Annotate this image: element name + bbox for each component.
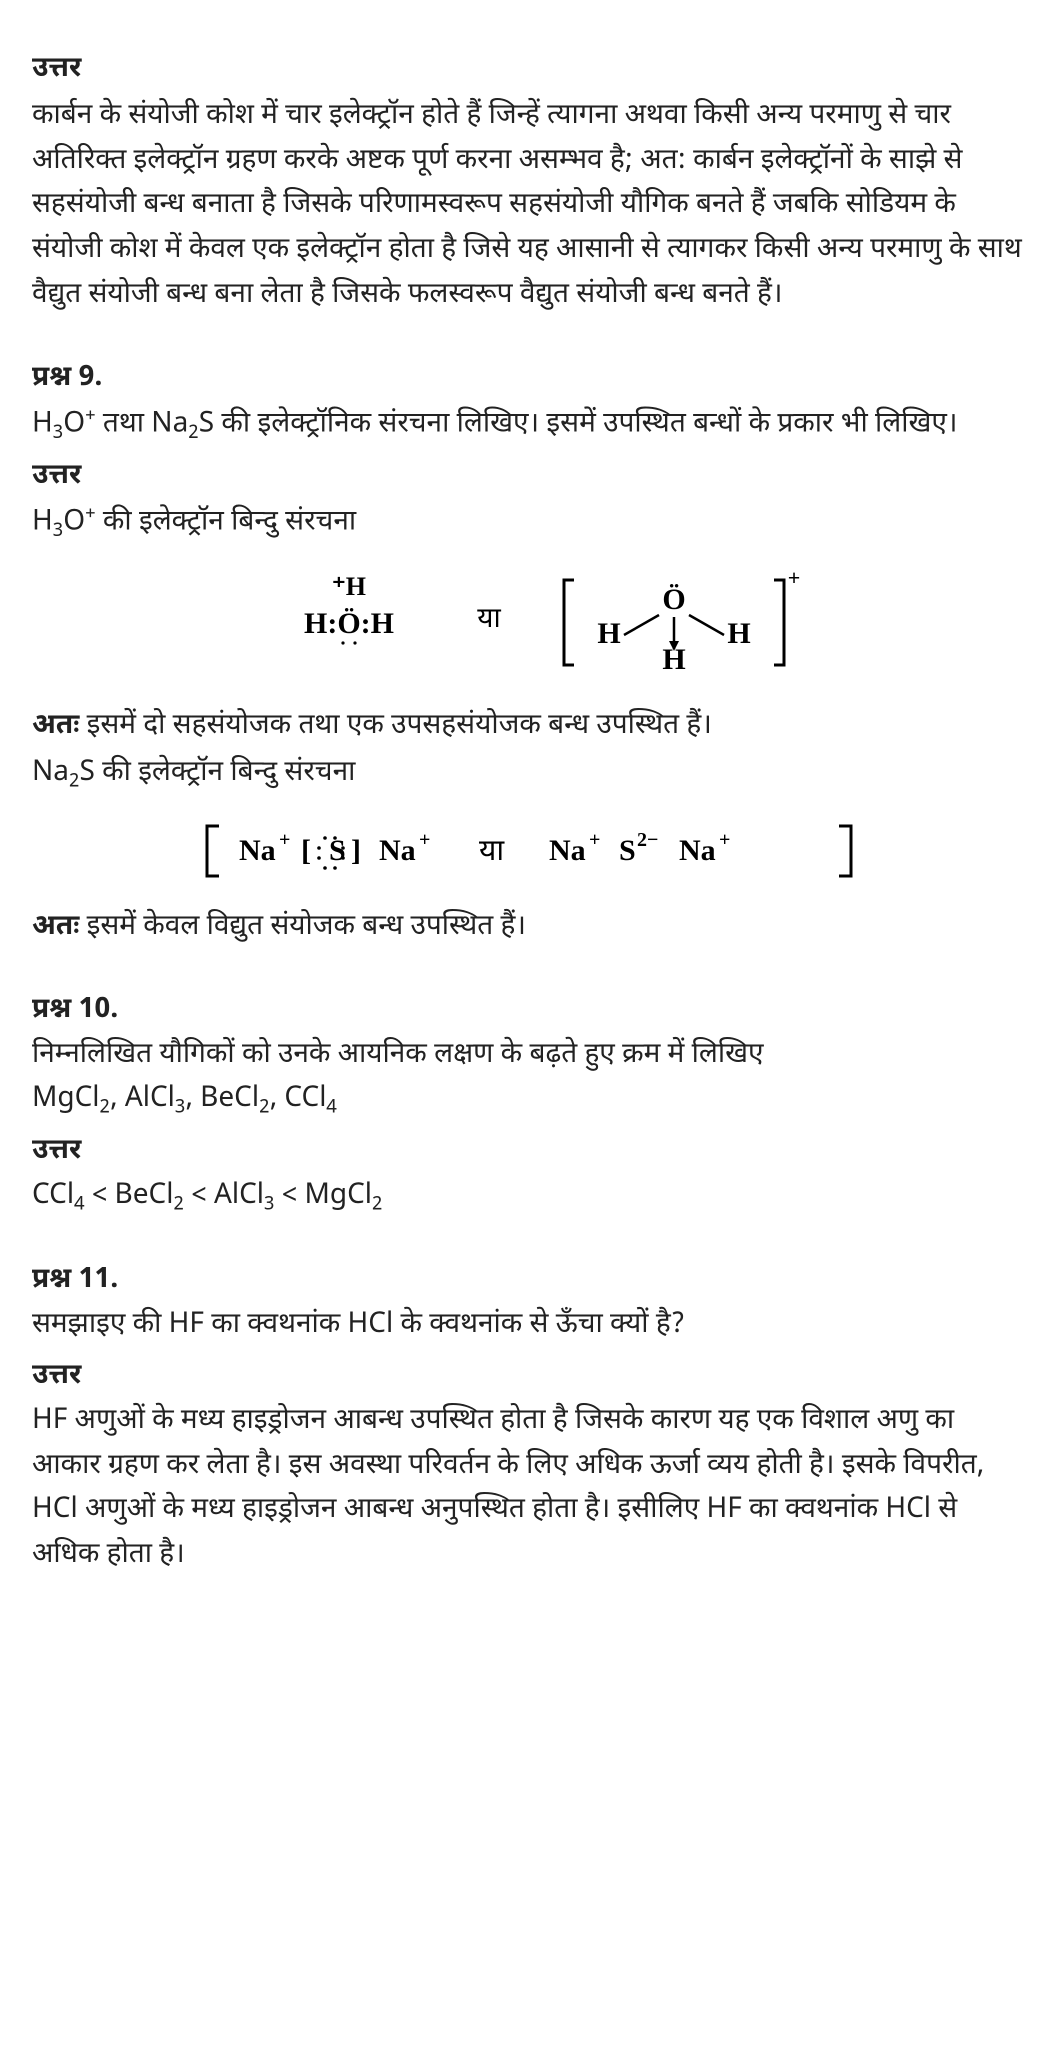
svg-text:+: + [719, 829, 730, 851]
txt: Na [32, 756, 69, 792]
txt: S की इलेक्ट्रॉनिक संरचना लिखिए। इसमें उप… [199, 407, 958, 443]
conclusion-line: अतः इसमें केवल विद्युत संयोजक बन्ध उपस्थ… [32, 906, 1025, 951]
subscript: 2 [100, 1096, 111, 1121]
svg-text:Na: Na [549, 834, 586, 867]
answer-order: CCl4 < BeCl2 < AlCl3 < MgCl2 [32, 1175, 1025, 1221]
subscript: 3 [53, 421, 64, 446]
txt: CCl [32, 1179, 74, 1215]
txt: , BeCl [185, 1082, 259, 1118]
formula-na2s: Na+ [ S ] Na+ या Na+ S2− Na+ [32, 816, 1025, 886]
svg-text:]: ] [351, 834, 361, 867]
answer-heading: उत्तर [32, 1355, 1025, 1400]
svg-text:H: H [597, 617, 620, 650]
svg-text:+: + [279, 829, 290, 851]
svg-text:+: + [419, 829, 430, 851]
svg-text:S: S [329, 834, 346, 867]
compound-list: MgCl2, AlCl3, BeCl2, CCl4 [32, 1078, 1025, 1124]
txt: तथा Na [96, 407, 189, 443]
txt: < AlCl [184, 1179, 264, 1215]
txt: S की इलेक्ट्रॉन बिन्दु संरचना [80, 756, 356, 792]
subscript: 2 [259, 1096, 270, 1121]
txt: H [32, 505, 53, 541]
formula-h3o: ⁺H H:Ö:H या + Ö H H H [32, 565, 1025, 685]
txt: < BeCl [85, 1179, 174, 1215]
question-text: निम्नलिखित यौगिकों को उनके आयनिक लक्षण क… [32, 1034, 1025, 1079]
conclusion-line: अतः इसमें दो सहसंयोजक तथा एक उपसहसंयोजक … [32, 705, 1025, 750]
txt: इसमें केवल विद्युत संयोजक बन्ध उपस्थित ह… [79, 910, 526, 946]
svg-text:या: या [479, 834, 505, 873]
svg-text:S: S [619, 834, 636, 867]
svg-text:2−: 2− [637, 829, 658, 851]
answer-line: Na2S की इलेक्ट्रॉन बिन्दु संरचना [32, 752, 1025, 798]
question-text: समझाइए की HF का क्वथनांक HCl के क्वथनांक… [32, 1304, 1025, 1349]
answer-body: कार्बन के संयोजी कोश में चार इलेक्ट्रॉन … [32, 95, 1025, 319]
svg-text:Na: Na [679, 834, 716, 867]
svg-text:Na: Na [379, 834, 416, 867]
question-label: प्रश्न 11. [32, 1259, 1025, 1304]
subscript: 4 [74, 1193, 85, 1218]
bold-label: अतः [32, 910, 79, 946]
txt: O [63, 407, 85, 443]
svg-text:H:Ö:H: H:Ö:H [304, 607, 394, 640]
svg-text:⁺H: ⁺H [332, 572, 366, 601]
svg-text:Ö: Ö [662, 583, 685, 616]
svg-text:+: + [589, 829, 600, 851]
subscript: 3 [175, 1096, 186, 1121]
txt: O [63, 505, 85, 541]
svg-text:या: या [477, 603, 501, 639]
superscript: + [85, 404, 96, 429]
svg-text:H: H [727, 617, 750, 650]
answer-heading: उत्तर [32, 455, 1025, 500]
subscript: 3 [53, 519, 64, 544]
subscript: 4 [326, 1096, 337, 1121]
txt: इसमें दो सहसंयोजक तथा एक उपसहसंयोजक बन्ध… [79, 709, 712, 745]
svg-text:Na: Na [239, 834, 276, 867]
answer-heading: उत्तर [32, 1130, 1025, 1175]
subscript: 2 [372, 1193, 383, 1218]
txt: H [32, 407, 53, 443]
subscript: 2 [188, 421, 199, 446]
txt: < MgCl [275, 1179, 373, 1215]
txt: , AlCl [110, 1082, 175, 1118]
question-label: प्रश्न 9. [32, 357, 1025, 402]
subscript: 3 [264, 1193, 275, 1218]
txt: , CCl [270, 1082, 327, 1118]
subscript: 2 [69, 770, 80, 795]
answer-body: HF अणुओं के मध्य हाइड्रोजन आबन्ध उपस्थित… [32, 1400, 1025, 1579]
txt: की इलेक्ट्रॉन बिन्दु संरचना [96, 505, 357, 541]
svg-text:+: + [787, 565, 800, 590]
superscript: + [85, 502, 96, 527]
answer-heading: उत्तर [32, 48, 1025, 93]
txt: MgCl [32, 1082, 100, 1118]
bold-label: अतः [32, 709, 79, 745]
subscript: 2 [173, 1193, 184, 1218]
answer-line: H3O+ की इलेक्ट्रॉन बिन्दु संरचना [32, 500, 1025, 547]
question-label: प्रश्न 10. [32, 989, 1025, 1034]
question-text: H3O+ तथा Na2S की इलेक्ट्रॉनिक संरचना लिख… [32, 402, 1025, 449]
svg-text:[: [ [301, 834, 311, 867]
